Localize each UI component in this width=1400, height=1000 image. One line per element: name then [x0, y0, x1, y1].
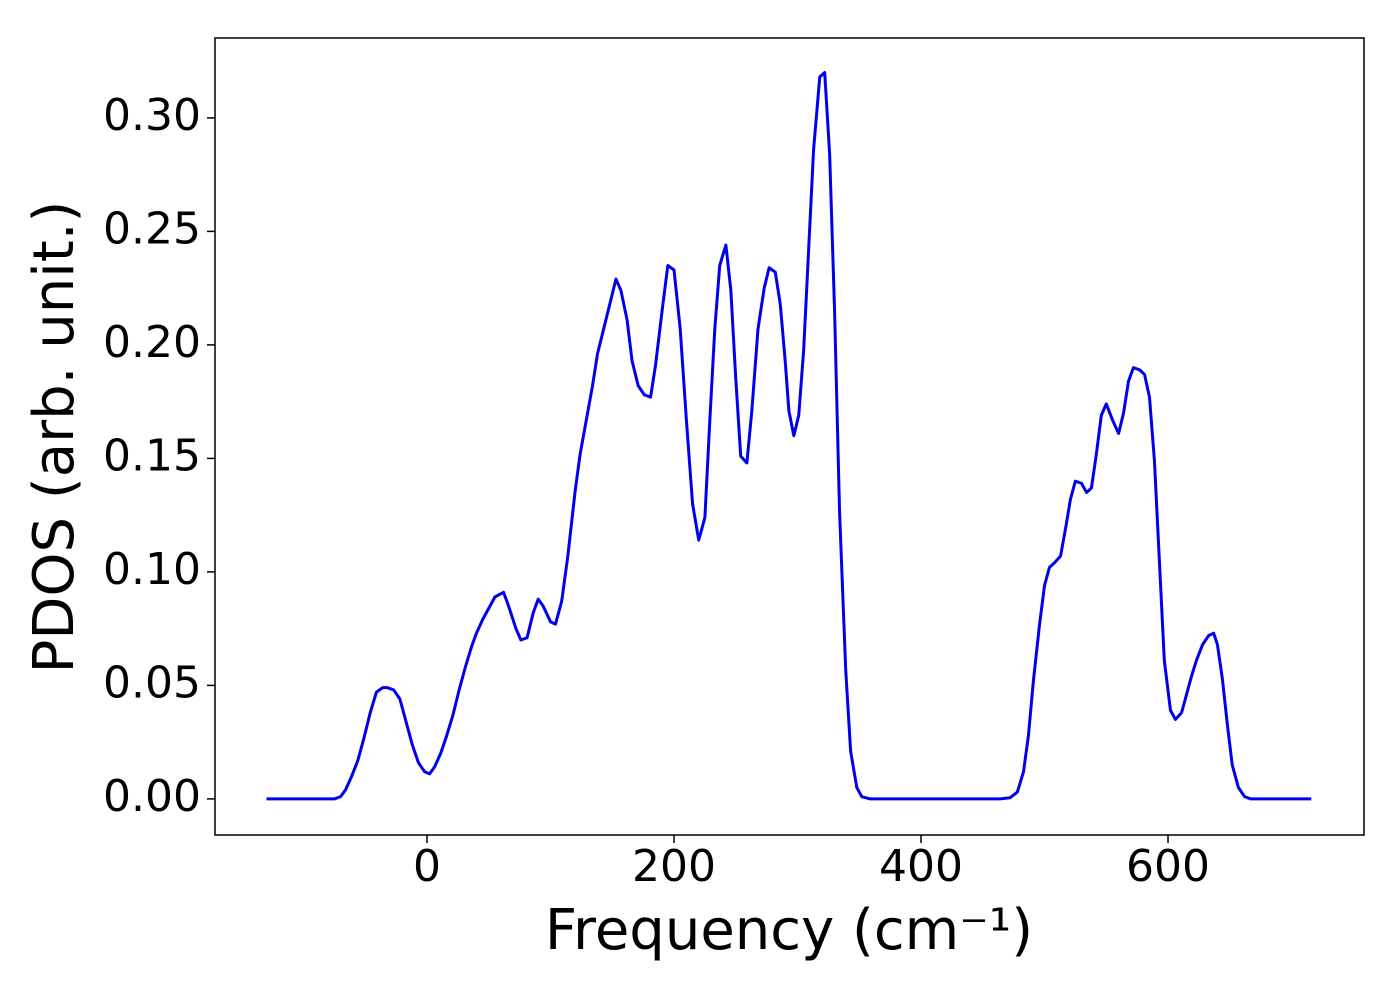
y-tick-label: 0.30	[103, 90, 201, 141]
y-tick-label: 0.15	[103, 430, 201, 481]
plot-frame	[214, 37, 1365, 836]
x-tick-label: 400	[879, 841, 963, 892]
y-axis-label: PDOS (arb. unit.)	[22, 201, 87, 674]
x-tick-label: 600	[1126, 841, 1210, 892]
x-axis-label: Frequency (cm⁻¹)	[545, 898, 1033, 963]
y-tick-label: 0.10	[103, 544, 201, 595]
x-tick-label: 200	[632, 841, 716, 892]
line-series	[266, 71, 1312, 801]
y-tick-label: 0.05	[103, 657, 201, 708]
x-tick-label: 0	[413, 841, 441, 892]
y-tick-label: 0.00	[103, 771, 201, 822]
y-tick-label: 0.25	[103, 203, 201, 254]
y-tick-label: 0.20	[103, 317, 201, 368]
